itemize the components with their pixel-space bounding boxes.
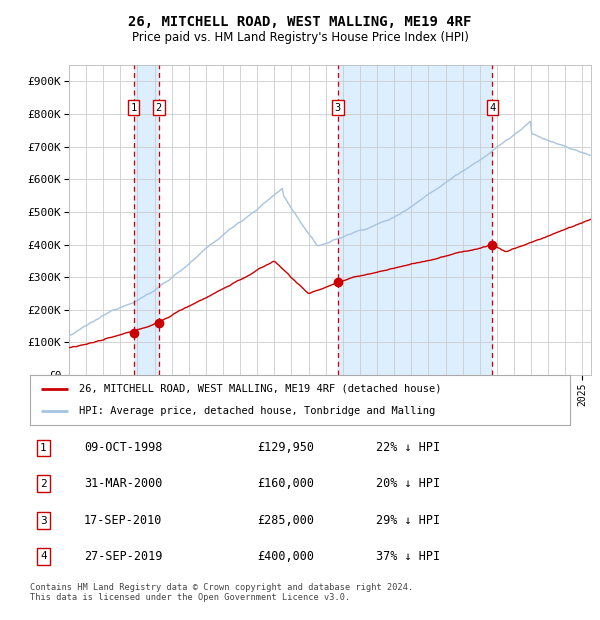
Text: 3: 3 [335, 102, 341, 112]
Text: 17-SEP-2010: 17-SEP-2010 [84, 515, 163, 527]
Text: 22% ↓ HPI: 22% ↓ HPI [376, 441, 440, 454]
Text: 29% ↓ HPI: 29% ↓ HPI [376, 515, 440, 527]
Text: 1: 1 [40, 443, 47, 453]
Text: 1: 1 [130, 102, 137, 112]
Text: 4: 4 [40, 551, 47, 562]
Text: £400,000: £400,000 [257, 550, 314, 563]
Text: 31-MAR-2000: 31-MAR-2000 [84, 477, 163, 490]
Text: Contains HM Land Registry data © Crown copyright and database right 2024.
This d: Contains HM Land Registry data © Crown c… [30, 583, 413, 602]
Text: 26, MITCHELL ROAD, WEST MALLING, ME19 4RF: 26, MITCHELL ROAD, WEST MALLING, ME19 4R… [128, 16, 472, 30]
Text: 26, MITCHELL ROAD, WEST MALLING, ME19 4RF (detached house): 26, MITCHELL ROAD, WEST MALLING, ME19 4R… [79, 384, 441, 394]
Text: HPI: Average price, detached house, Tonbridge and Malling: HPI: Average price, detached house, Tonb… [79, 406, 435, 416]
Text: 2: 2 [40, 479, 47, 489]
Text: £129,950: £129,950 [257, 441, 314, 454]
Text: 3: 3 [40, 516, 47, 526]
Text: Price paid vs. HM Land Registry's House Price Index (HPI): Price paid vs. HM Land Registry's House … [131, 31, 469, 44]
Bar [338, 65, 493, 375]
Text: 09-OCT-1998: 09-OCT-1998 [84, 441, 163, 454]
Text: £160,000: £160,000 [257, 477, 314, 490]
Text: £285,000: £285,000 [257, 515, 314, 527]
Text: 4: 4 [489, 102, 496, 112]
Text: 37% ↓ HPI: 37% ↓ HPI [376, 550, 440, 563]
Text: 2: 2 [156, 102, 162, 112]
Bar [134, 65, 159, 375]
Text: 20% ↓ HPI: 20% ↓ HPI [376, 477, 440, 490]
Text: 27-SEP-2019: 27-SEP-2019 [84, 550, 163, 563]
